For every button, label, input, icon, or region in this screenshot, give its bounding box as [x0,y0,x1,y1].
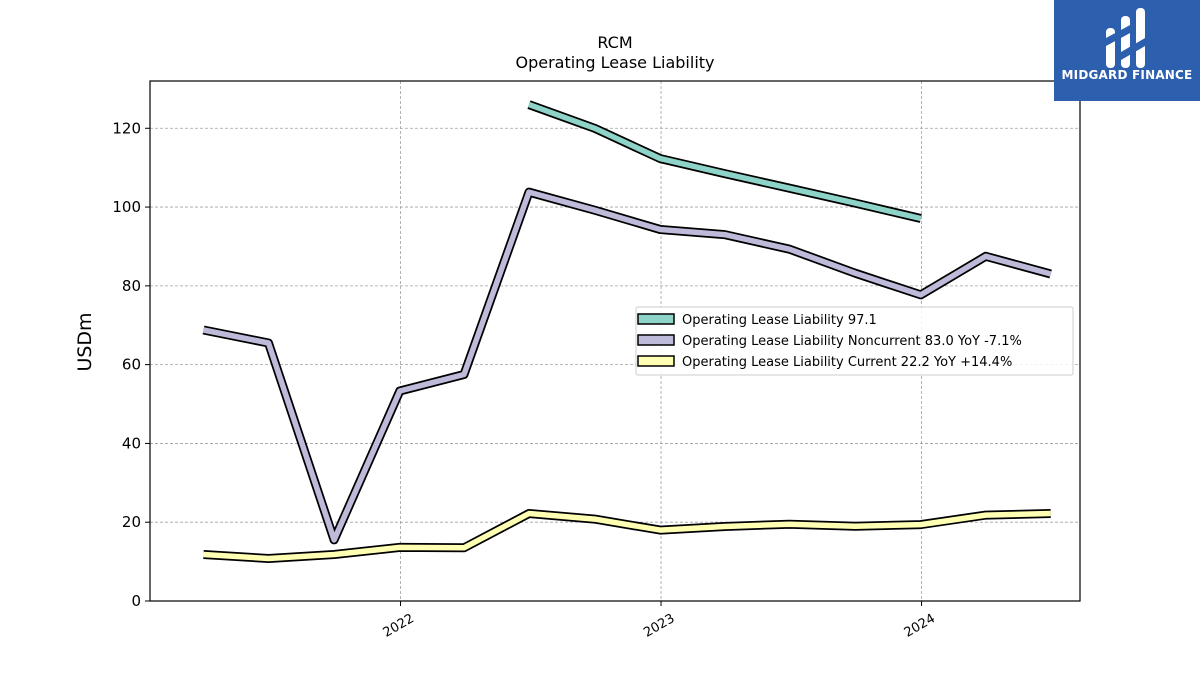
series-2 [202,187,1052,545]
series-line [202,189,1052,543]
logo-text: MIDGARD FINANCE [1061,68,1193,82]
legend-swatch [637,313,675,325]
series-layer [202,100,1052,563]
y-tick-label: 80 [122,277,141,295]
legend-label: Operating Lease Liability Current 22.2 Y… [682,355,1012,370]
legend: Operating Lease Liability 97.1 Operating … [635,306,1074,376]
plot-frame [149,80,1081,602]
y-tick-label: 60 [122,356,141,374]
y-tick-label: 20 [122,513,141,531]
legend-label: Operating Lease Liability 97.1 [682,313,877,328]
y-tick-label: 40 [122,434,141,452]
x-tick-label: 2022 [381,611,417,641]
y-axis-label: USDm [74,312,96,371]
legend-label: Operating Lease Liability Noncurrent 83.… [682,334,1022,349]
legend-swatch [637,355,675,367]
y-tick-label: 120 [112,119,141,137]
logo-icon [1106,8,1145,68]
series-line-outline [527,100,922,223]
legend-box [635,306,1074,376]
x-tick-label: 2024 [902,611,938,641]
series-1 [527,100,922,223]
chart-title: RCM [597,33,632,52]
legend-swatch [637,334,675,346]
logo: MIDGARD FINANCE [1054,0,1200,101]
chart-subtitle: Operating Lease Liability [515,53,714,72]
y-tick-label: 100 [112,198,141,216]
y-tick-label: 0 [131,592,141,610]
series-3 [203,509,1051,563]
series-line [203,510,1051,562]
series-line [528,102,922,222]
x-tick-label: 2023 [641,611,677,641]
